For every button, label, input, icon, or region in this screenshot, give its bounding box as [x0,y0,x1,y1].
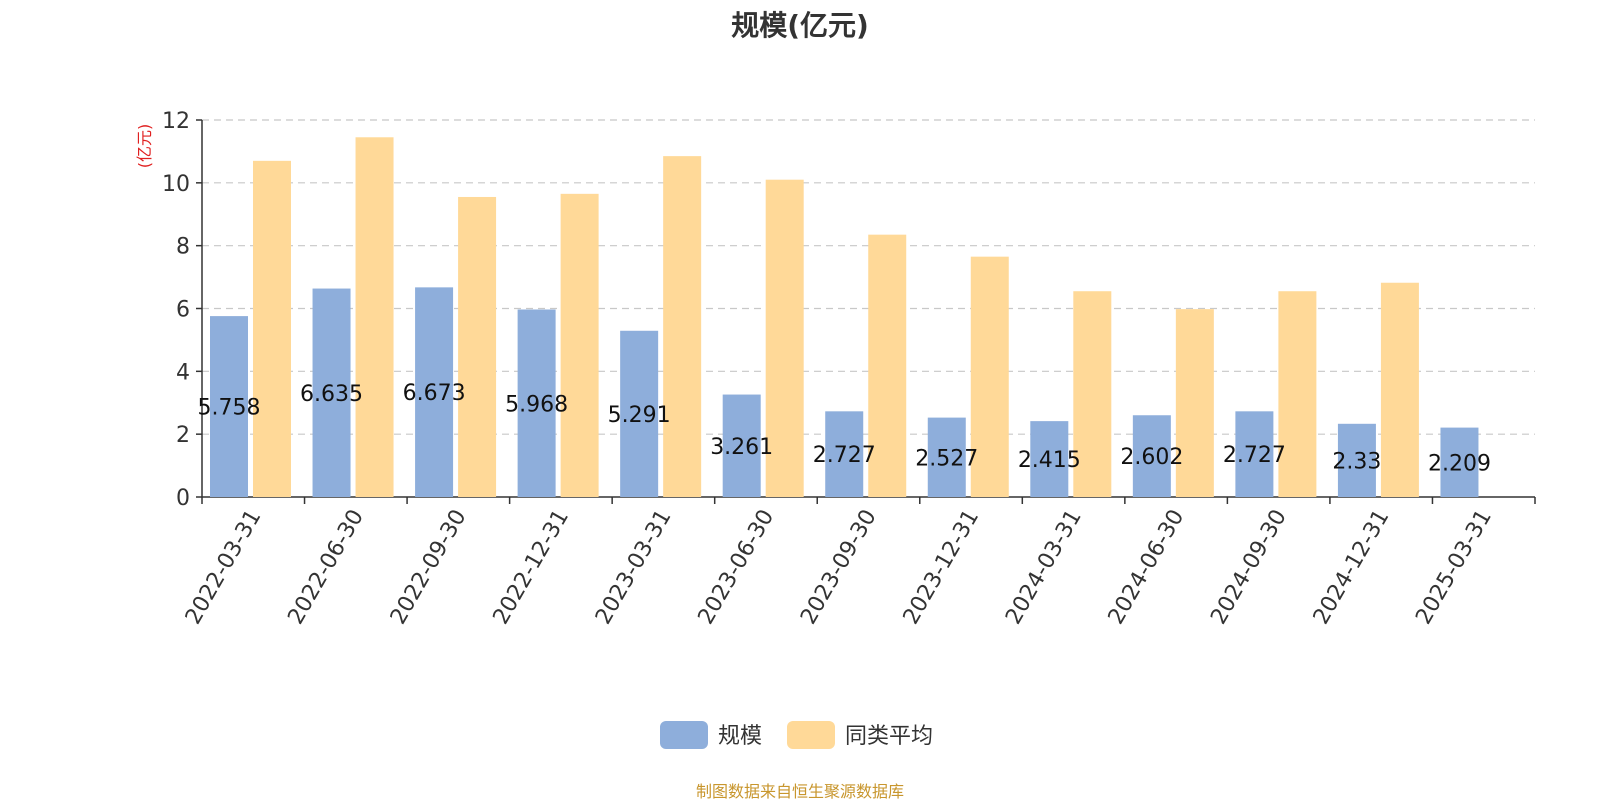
x-tick-label: 2022-09-30 [386,506,472,629]
bar-scale-2022-12-31 [517,309,556,497]
bar-avg-2022-03-31 [253,160,291,497]
x-tick-label: 2023-12-31 [899,506,985,629]
legend-label-scale: 规模 [718,724,762,749]
bar-scale-2025-03-31 [1440,427,1479,497]
y-axis-unit-label: (亿元) [135,124,154,169]
x-tick-label: 2022-12-31 [489,506,575,629]
bar-scale-2022-09-30 [415,287,454,497]
data-label-scale: 6.673 [403,381,466,406]
bar-scale-2024-06-30 [1132,415,1171,497]
data-label-scale: 5.291 [608,403,671,428]
y-tick-label: 10 [162,172,190,197]
legend-swatch-avg [787,721,835,749]
y-tick-label: 8 [176,235,190,260]
bar-scale-2023-12-31 [927,417,966,497]
bar-scale-2024-03-31 [1030,421,1069,497]
legend-label-avg: 同类平均 [845,724,933,749]
bar-scale-2022-03-31 [210,316,248,497]
bar-avg-2023-06-30 [765,179,804,498]
data-label-scale: 5.758 [198,396,261,421]
bar-scale-2023-03-31 [620,330,659,497]
bar-scale-2024-09-30 [1235,411,1274,497]
x-tick-label: 2023-03-31 [591,506,677,629]
bar-scale-2024-12-31 [1337,423,1376,497]
bar-avg-2024-09-30 [1278,291,1317,497]
bar-avg-2024-06-30 [1175,309,1214,497]
bar-avg-2022-06-30 [355,137,394,497]
data-label-scale: 6.635 [300,382,363,407]
bar-scale-2023-06-30 [722,394,761,497]
x-tick-label: 2023-09-30 [796,506,882,629]
bar-avg-2023-03-31 [663,156,702,498]
bar-avg-2023-12-31 [970,256,1009,497]
y-tick-label: 12 [162,109,190,134]
data-label-scale: 2.209 [1428,451,1491,476]
data-source-footer: 制图数据来自恒生聚源数据库 [695,782,904,801]
bar-scale-2022-06-30 [312,288,351,497]
data-label-scale: 5.968 [505,392,568,417]
x-tick-label: 2022-03-31 [181,506,267,629]
x-tick-label: 2023-06-30 [694,506,780,629]
legend-swatch-scale [660,721,708,749]
y-tick-label: 0 [176,486,190,511]
x-tick-label: 2022-06-30 [283,506,369,629]
data-label-scale: 2.33 [1332,449,1381,474]
bar-avg-2023-09-30 [868,234,907,497]
y-tick-label: 2 [176,423,190,448]
bar-scale-2023-09-30 [825,411,864,497]
data-label-scale: 2.727 [813,443,876,468]
chart-title: 规模(亿元) [731,9,869,42]
data-label-scale: 2.527 [915,446,978,471]
data-label-scale: 3.261 [710,435,773,460]
bar-avg-2022-09-30 [458,196,497,498]
data-label-scale: 2.602 [1120,445,1183,470]
bar-avg-2024-03-31 [1073,291,1112,497]
data-label-scale: 2.727 [1223,443,1286,468]
x-tick-label: 2024-06-30 [1104,506,1190,629]
bar-avg-2024-12-31 [1380,282,1419,497]
bar-avg-2022-12-31 [560,193,599,497]
x-tick-label: 2024-12-31 [1309,506,1395,629]
x-tick-label: 2025-03-31 [1411,506,1497,629]
y-tick-label: 6 [176,298,190,323]
x-tick-label: 2024-09-30 [1206,506,1292,629]
y-tick-label: 4 [176,360,190,385]
x-tick-label: 2024-03-31 [1001,506,1087,629]
data-label-scale: 2.415 [1018,448,1081,473]
